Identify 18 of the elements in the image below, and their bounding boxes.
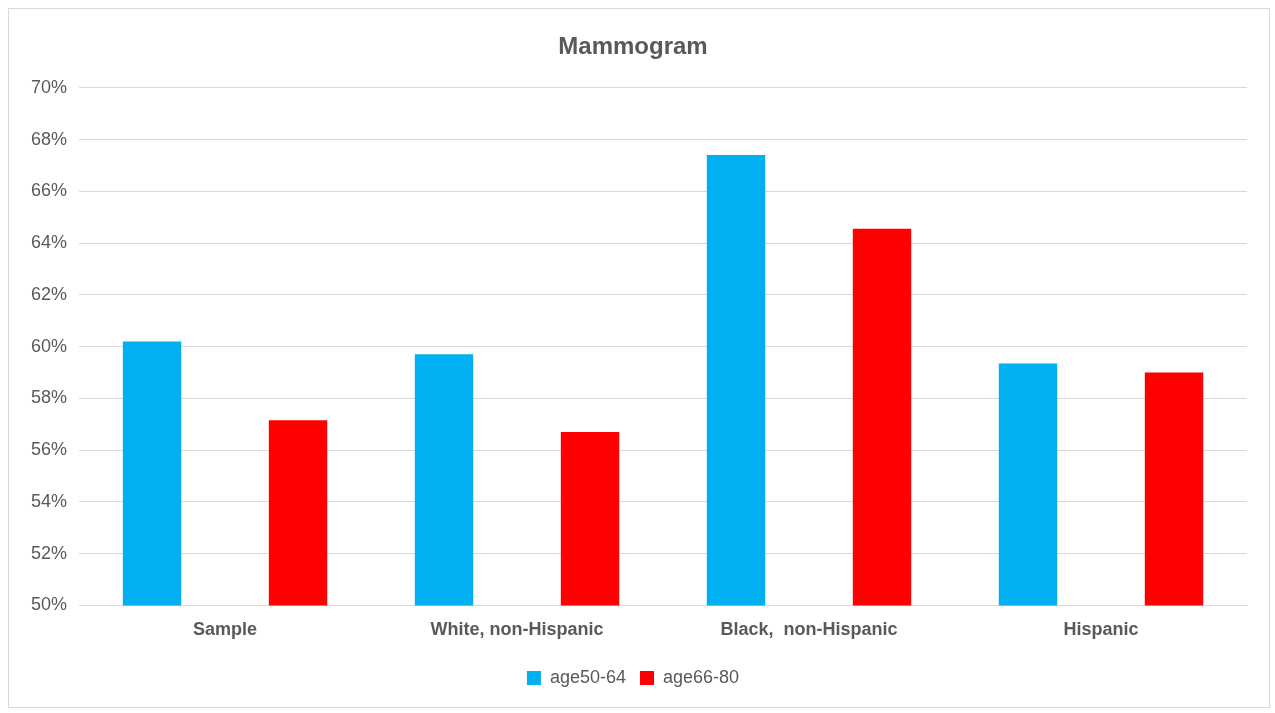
y-tick-label: 50% [31,594,68,615]
y-tick-label: 68% [31,128,68,149]
y-tick-label: 64% [31,232,68,253]
y-tick-label: 54% [31,490,68,511]
y-tick-label: 62% [31,283,68,304]
legend-label: age66-80 [663,666,740,687]
x-tick-label: White, non-Hispanic [430,619,604,640]
legend-label: age50-64 [549,666,627,687]
y-tick-label: 70% [31,76,68,97]
chart-title: Mammogram [558,32,708,60]
y-tick-label: 60% [31,335,68,356]
y-tick-label: 52% [31,542,68,563]
y-tick-label: 58% [31,387,68,408]
x-tick-label: Hispanic [1063,619,1139,640]
y-tick-label: 66% [31,180,68,201]
x-tick-label: Sample [193,619,258,640]
x-tick-label: Black, non-Hispanic [720,619,898,640]
y-tick-label: 56% [31,439,68,460]
